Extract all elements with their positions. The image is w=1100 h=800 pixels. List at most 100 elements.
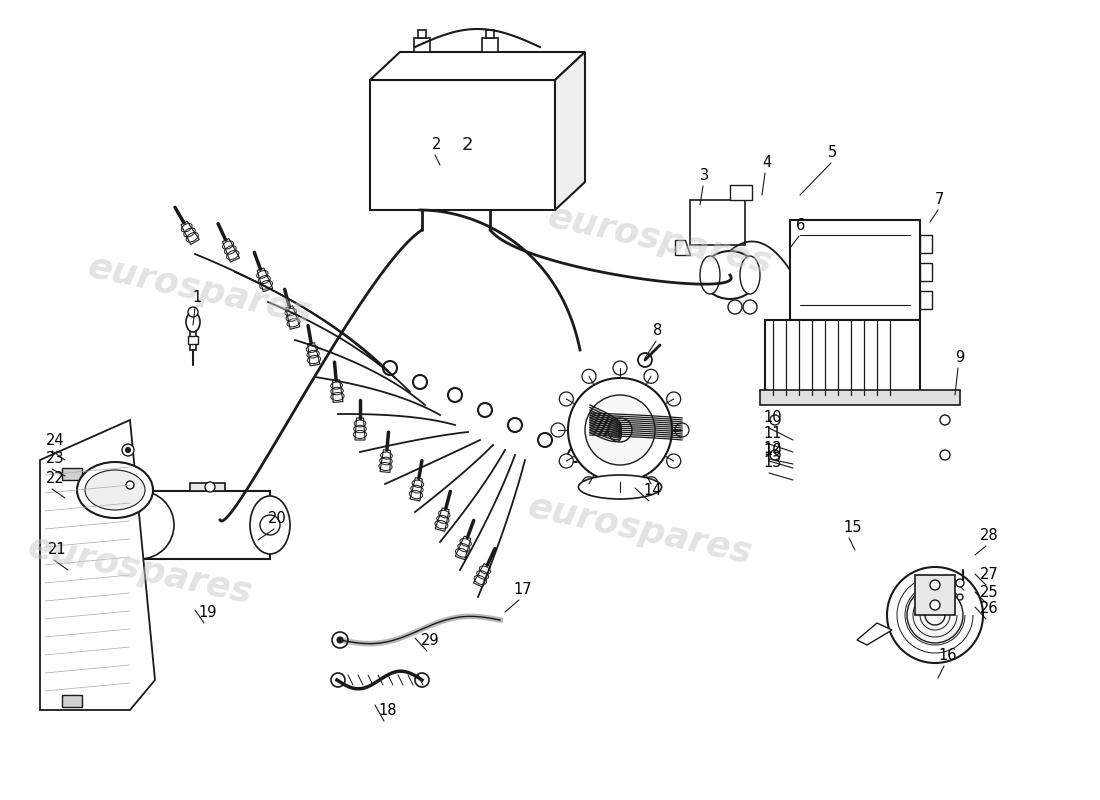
Circle shape: [585, 395, 654, 465]
Circle shape: [908, 587, 962, 643]
Circle shape: [205, 482, 214, 492]
Ellipse shape: [77, 462, 153, 518]
Circle shape: [582, 370, 596, 383]
Polygon shape: [379, 450, 390, 473]
Text: 10: 10: [763, 410, 782, 425]
Circle shape: [644, 370, 658, 383]
Text: 7: 7: [935, 192, 945, 207]
Circle shape: [667, 392, 681, 406]
Text: eurospares: eurospares: [24, 530, 255, 610]
Circle shape: [448, 388, 462, 402]
Circle shape: [887, 567, 983, 663]
Polygon shape: [436, 508, 449, 531]
Bar: [760, 390, 960, 405]
Bar: [730, 185, 752, 200]
Text: 21: 21: [48, 542, 67, 557]
Bar: [140, 491, 270, 559]
Bar: [482, 38, 498, 52]
Circle shape: [415, 673, 429, 687]
Bar: [764, 320, 920, 395]
Circle shape: [940, 415, 950, 425]
Circle shape: [675, 423, 689, 437]
Ellipse shape: [700, 256, 720, 294]
Bar: [190, 330, 196, 350]
Text: 28: 28: [980, 528, 999, 543]
Ellipse shape: [186, 312, 200, 332]
Circle shape: [559, 392, 573, 406]
Circle shape: [644, 477, 658, 490]
Polygon shape: [257, 268, 273, 292]
Circle shape: [638, 353, 652, 367]
Text: eurospares: eurospares: [544, 200, 776, 280]
Bar: [920, 235, 932, 253]
Circle shape: [613, 361, 627, 375]
Text: 17: 17: [513, 582, 531, 597]
Polygon shape: [190, 483, 226, 491]
Circle shape: [608, 418, 632, 442]
Circle shape: [957, 594, 962, 600]
Circle shape: [188, 307, 198, 317]
Text: 6: 6: [796, 218, 805, 233]
Circle shape: [568, 378, 672, 482]
Text: 25: 25: [980, 585, 999, 600]
Polygon shape: [473, 563, 491, 587]
Bar: [486, 30, 494, 38]
Circle shape: [940, 450, 950, 460]
Circle shape: [770, 415, 780, 425]
Circle shape: [122, 444, 134, 456]
Circle shape: [332, 632, 348, 648]
Circle shape: [412, 375, 427, 389]
Ellipse shape: [702, 251, 758, 299]
Circle shape: [551, 423, 565, 437]
Text: 14: 14: [644, 483, 661, 498]
Polygon shape: [410, 478, 422, 501]
Text: 2: 2: [432, 137, 441, 152]
Circle shape: [930, 600, 940, 610]
Text: 4: 4: [762, 155, 771, 170]
Bar: [414, 38, 430, 52]
Circle shape: [667, 454, 681, 468]
Text: 9: 9: [955, 350, 965, 365]
Circle shape: [478, 403, 492, 417]
Polygon shape: [182, 221, 199, 245]
Circle shape: [742, 300, 757, 314]
Circle shape: [925, 605, 945, 625]
Circle shape: [930, 580, 940, 590]
Text: eurospares: eurospares: [85, 250, 316, 330]
Bar: [188, 336, 198, 344]
Text: 22: 22: [46, 471, 65, 486]
Ellipse shape: [85, 470, 145, 510]
Circle shape: [770, 450, 780, 460]
Polygon shape: [857, 623, 892, 645]
Ellipse shape: [740, 256, 760, 294]
Text: 5: 5: [828, 145, 837, 160]
Circle shape: [331, 673, 345, 687]
Polygon shape: [308, 342, 320, 366]
Polygon shape: [455, 536, 471, 560]
Polygon shape: [332, 380, 343, 402]
Text: 8: 8: [653, 323, 662, 338]
Circle shape: [559, 454, 573, 468]
Circle shape: [538, 433, 552, 447]
Polygon shape: [40, 420, 155, 710]
Text: 11: 11: [763, 426, 781, 441]
Text: 12: 12: [763, 441, 782, 456]
Circle shape: [260, 515, 280, 535]
Text: 20: 20: [268, 511, 287, 526]
Text: 2: 2: [461, 136, 473, 154]
Ellipse shape: [250, 496, 290, 554]
Text: 18: 18: [378, 703, 396, 718]
Bar: [920, 291, 932, 309]
Text: 10: 10: [763, 443, 782, 458]
Text: 15: 15: [843, 520, 861, 535]
Text: 23: 23: [46, 451, 65, 466]
Polygon shape: [556, 52, 585, 210]
Polygon shape: [370, 52, 585, 80]
Circle shape: [337, 637, 343, 643]
Circle shape: [728, 300, 743, 314]
Bar: [418, 30, 426, 38]
Text: 3: 3: [700, 168, 710, 183]
Text: eurospares: eurospares: [525, 490, 756, 570]
Polygon shape: [286, 306, 300, 330]
Circle shape: [613, 485, 627, 499]
